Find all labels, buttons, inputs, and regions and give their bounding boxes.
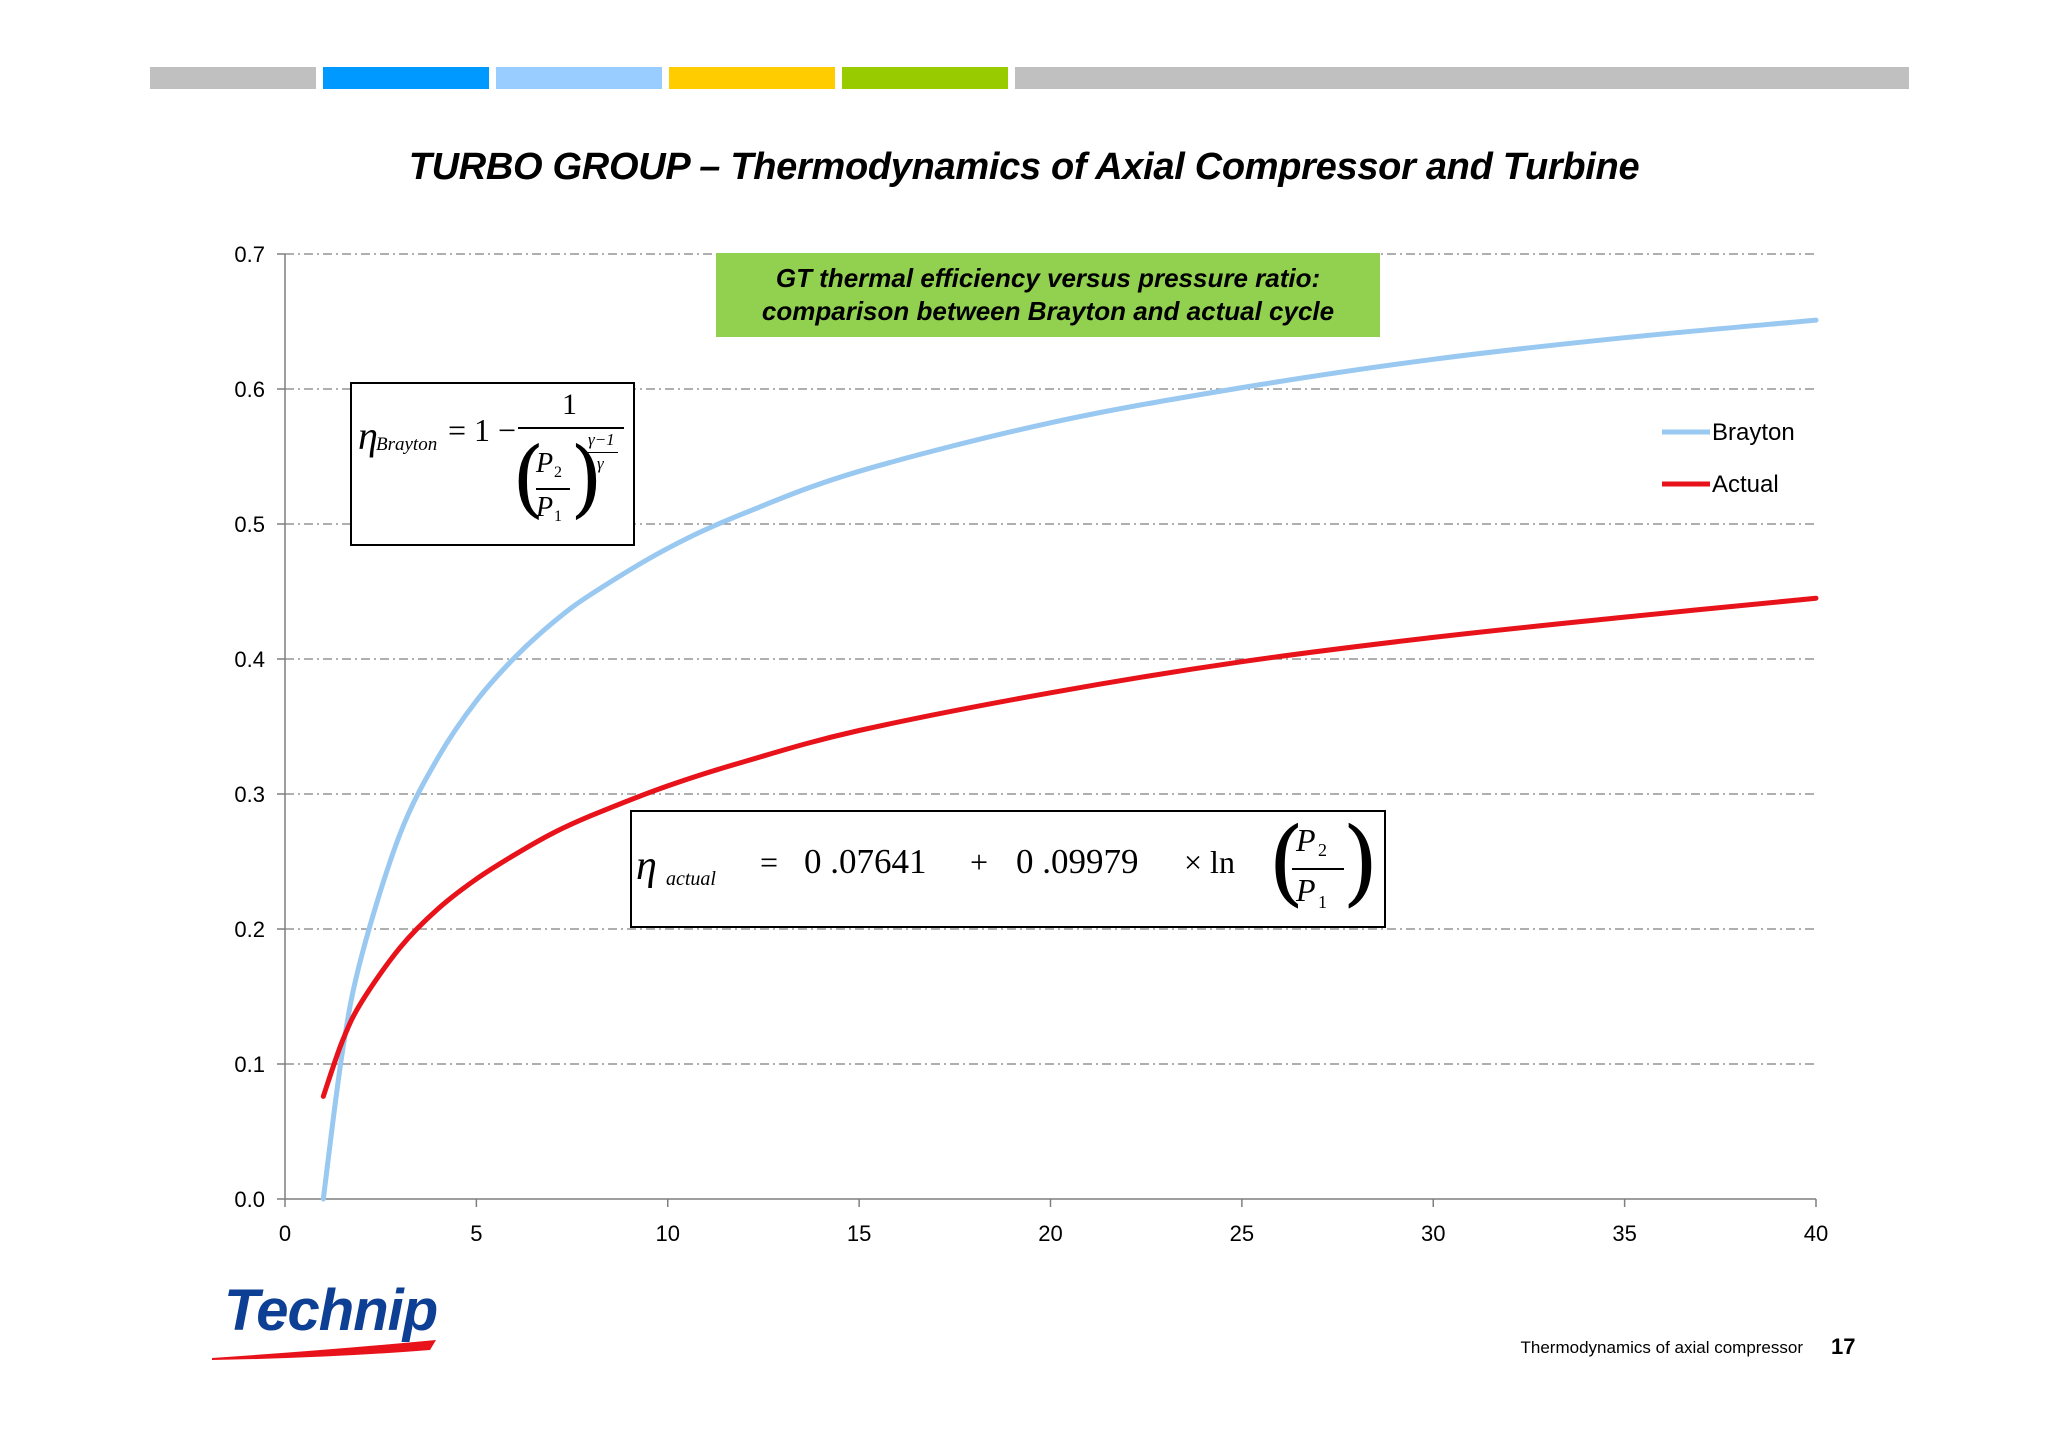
y-tick-label-2: 0.2 [234,917,265,942]
y-tick-label-7: 0.7 [234,242,265,267]
header-band-1 [150,67,316,89]
actual-p2-subscript: 2 [1318,840,1327,860]
header-band-5 [842,67,1008,89]
brayton-p2: P [536,448,554,479]
actual-p2: P [1296,822,1316,858]
legend: Brayton Actual [1662,419,1795,498]
brayton-p1: P [536,492,554,523]
actual-coefficient: 0 .09979 [1016,842,1139,881]
y-tick-label-0: 0.0 [234,1187,265,1212]
technip-logo-text: Technip [224,1278,438,1343]
y-tick-label-6: 0.6 [234,377,265,402]
actual-equals: = [760,844,779,880]
brayton-formula-box: η Brayton = 1 − 1 ( ) P 2 P 1 γ−1 γ [350,382,635,546]
header-band-2 [323,67,489,89]
series-lines [320,317,1819,1202]
axes: 0.0 0.1 0.2 0.3 0.4 0.5 0.6 0.7 0 5 10 15 20 25 30 35 40 [234,242,1828,1246]
chart-callout: GT thermal efficiency versus pressure ra… [716,253,1380,337]
page-number: 17 [1831,1334,1856,1359]
actual-plus: + [970,844,989,880]
actual-p1-subscript: 1 [1318,892,1327,912]
brayton-exponent-denominator: γ [597,454,604,473]
callout-line-1: GT thermal efficiency versus pressure ra… [775,263,1321,293]
header-band-4 [669,67,835,89]
brayton-eta-subscript: Brayton [376,434,438,455]
callout-line-2: comparison between Brayton and actual cy… [761,296,1335,326]
x-tick-label-5: 25 [1230,1221,1254,1246]
legend-actual-label: Actual [1712,471,1779,498]
x-tick-label-0: 0 [279,1221,291,1246]
x-tick-label-8: 40 [1804,1221,1828,1246]
y-tick-label-5: 0.5 [234,512,265,537]
y-tick-label-3: 0.3 [234,782,265,807]
actual-right-paren: ) [1342,808,1379,917]
header-band-3 [496,67,662,89]
actual-constant: 0 .07641 [804,842,927,881]
brayton-equals-one-minus: = 1 − [448,412,517,448]
brayton-p2-subscript: 2 [554,464,562,481]
x-tick-label-1: 5 [470,1221,482,1246]
x-tick-label-4: 20 [1038,1221,1062,1246]
slide-title: TURBO GROUP – Thermodynamics of Axial Co… [408,146,1640,188]
brayton-p1-subscript: 1 [554,508,562,525]
technip-logo: Technip [224,1277,438,1344]
actual-p1: P [1296,872,1316,908]
y-tick-label-1: 0.1 [234,1052,265,1077]
actual-eta-subscript: actual [666,868,716,890]
brayton-exponent-line [588,452,618,453]
brayton-eta: η [358,413,378,458]
actual-eta: η [636,843,657,889]
actual-times-ln: × ln [1184,844,1235,880]
footer-text: Thermodynamics of axial compressor [1520,1338,1803,1357]
brayton-right-paren: ) [570,429,603,527]
brayton-numerator: 1 [562,388,577,421]
x-tick-label-3: 15 [847,1221,871,1246]
actual-left-paren: ( [1268,808,1305,917]
legend-brayton-label: Brayton [1712,419,1795,446]
actual-pressure-fraction-line [1292,868,1344,870]
brayton-main-fraction-line [518,427,624,429]
actual-formula-box: η actual = 0 .07641 + 0 .09979 × ln ( ) … [630,810,1386,928]
technip-logo-swoosh [212,1340,436,1360]
header-band-6 [1015,67,1909,89]
brayton-pressure-fraction-line [536,488,570,490]
brayton-left-paren: ( [512,429,545,527]
brayton-series-line [320,317,1819,1202]
actual-series-line [320,595,1819,1099]
brayton-exponent-numerator: γ−1 [588,430,615,449]
y-tick-label-4: 0.4 [234,647,265,672]
x-tick-label-7: 35 [1612,1221,1636,1246]
x-tick-label-2: 10 [656,1221,680,1246]
x-tick-label-6: 30 [1421,1221,1445,1246]
